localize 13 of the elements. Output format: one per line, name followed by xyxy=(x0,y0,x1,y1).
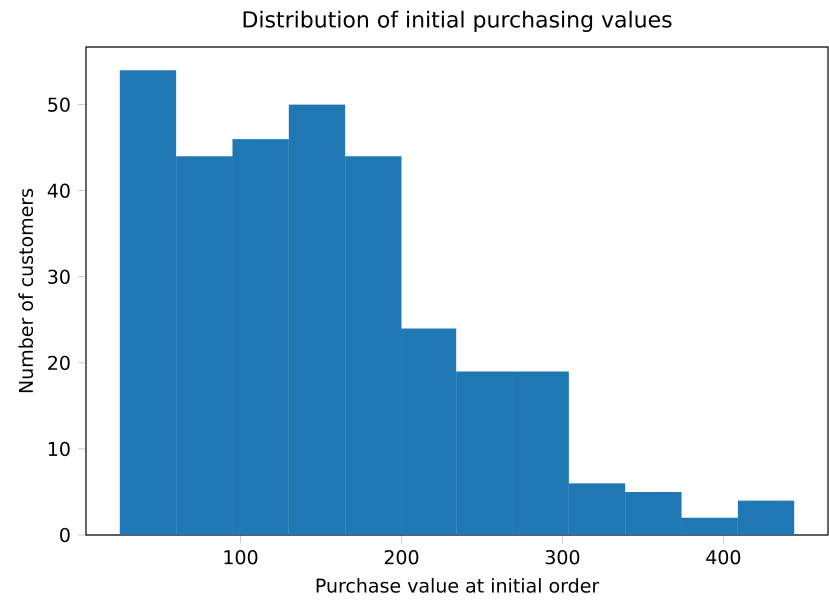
y-tick-label: 50 xyxy=(48,97,70,112)
x-axis-title: Purchase value at initial order xyxy=(316,578,600,593)
chart-title: Distribution of initial purchasing values xyxy=(244,10,672,32)
x-tick-label: 300 xyxy=(546,550,580,564)
y-tick-label: 0 xyxy=(60,528,70,542)
y-axis-title: Number of customers xyxy=(18,188,34,392)
y-tick-label: 10 xyxy=(48,442,70,456)
x-tick-label: 100 xyxy=(224,550,258,564)
x-tick-label: 400 xyxy=(706,550,740,564)
y-tick-label: 30 xyxy=(48,270,70,284)
y-tick-label: 20 xyxy=(48,356,70,370)
x-tick-label: 200 xyxy=(384,550,418,564)
y-tick-label: 40 xyxy=(48,184,70,198)
